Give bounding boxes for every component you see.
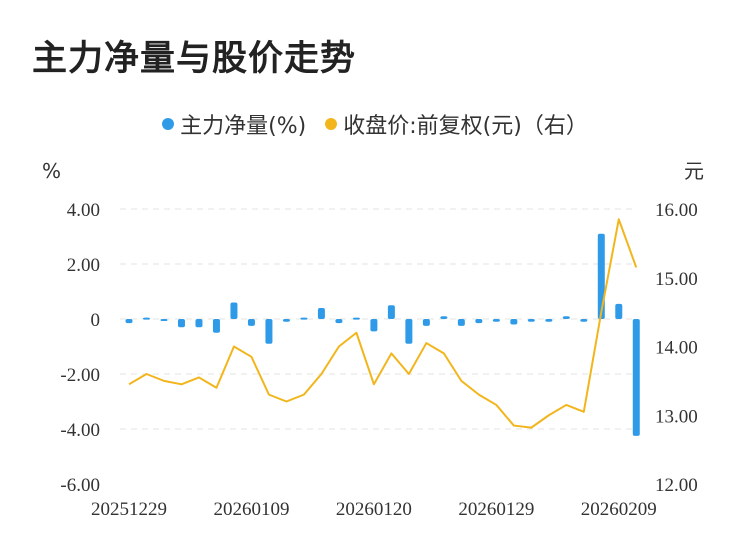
- bar: [527, 319, 535, 322]
- bar: [160, 319, 168, 321]
- bar: [405, 319, 413, 344]
- left-tick-label: -2.00: [60, 365, 100, 386]
- x-tick-label: 20260120: [336, 499, 412, 520]
- right-axis-unit: 元: [684, 159, 704, 183]
- bar: [177, 319, 185, 328]
- bar: [580, 319, 588, 322]
- left-tick-label: 0: [91, 310, 101, 331]
- legend-item-net-volume[interactable]: 主力净量(%): [162, 108, 306, 140]
- left-tick-label: 2.00: [67, 255, 100, 276]
- bar: [492, 319, 500, 322]
- price-line: [128, 218, 638, 429]
- bar: [387, 305, 395, 319]
- bar: [282, 319, 290, 322]
- bar: [195, 319, 203, 328]
- legend-label-net-volume: 主力净量(%): [180, 114, 307, 139]
- right-tick-label: 12.00: [655, 475, 698, 496]
- bar: [457, 319, 465, 326]
- bar: [475, 319, 483, 324]
- right-tick-label: 14.00: [655, 338, 698, 359]
- bar: [265, 319, 273, 344]
- left-tick-label: -4.00: [60, 420, 100, 441]
- bar: [125, 319, 133, 324]
- left-tick-label: -6.00: [60, 475, 100, 496]
- bar: [247, 319, 255, 326]
- bar: [545, 319, 553, 322]
- legend-dot-net-volume: [162, 118, 175, 130]
- bar: [615, 303, 623, 319]
- bar: [300, 317, 308, 320]
- x-tick-label: 20251229: [91, 499, 167, 520]
- x-tick-label: 20260129: [458, 499, 534, 520]
- left-axis-unit: %: [42, 159, 61, 183]
- bar: [510, 319, 518, 325]
- legend-item-close-price[interactable]: 收盘价:前复权(元)（右）: [325, 108, 588, 140]
- bar: [632, 319, 640, 436]
- right-tick-label: 16.00: [655, 200, 698, 221]
- bar: [352, 317, 360, 320]
- bar: [317, 308, 325, 319]
- bar: [142, 317, 150, 320]
- bar: [440, 316, 448, 319]
- legend-dot-close-price: [325, 118, 338, 130]
- bar: [335, 319, 343, 324]
- legend-label-close-price: 收盘价:前复权(元)（右）: [343, 114, 588, 139]
- bar: [422, 319, 430, 326]
- bar: [562, 316, 570, 319]
- right-tick-label: 13.00: [655, 406, 698, 427]
- x-tick-label: 20260209: [581, 499, 657, 520]
- bar: [212, 319, 220, 333]
- bar: [370, 319, 378, 332]
- chart-title: 主力净量与股价走势: [32, 39, 357, 79]
- x-tick-label: 20260109: [213, 499, 289, 520]
- left-tick-label: 4.00: [67, 200, 100, 221]
- legend: 主力净量(%) 收盘价:前复权(元)（右）: [0, 108, 750, 140]
- right-tick-label: 15.00: [655, 269, 698, 290]
- bar: [230, 302, 238, 319]
- bar: [597, 233, 605, 319]
